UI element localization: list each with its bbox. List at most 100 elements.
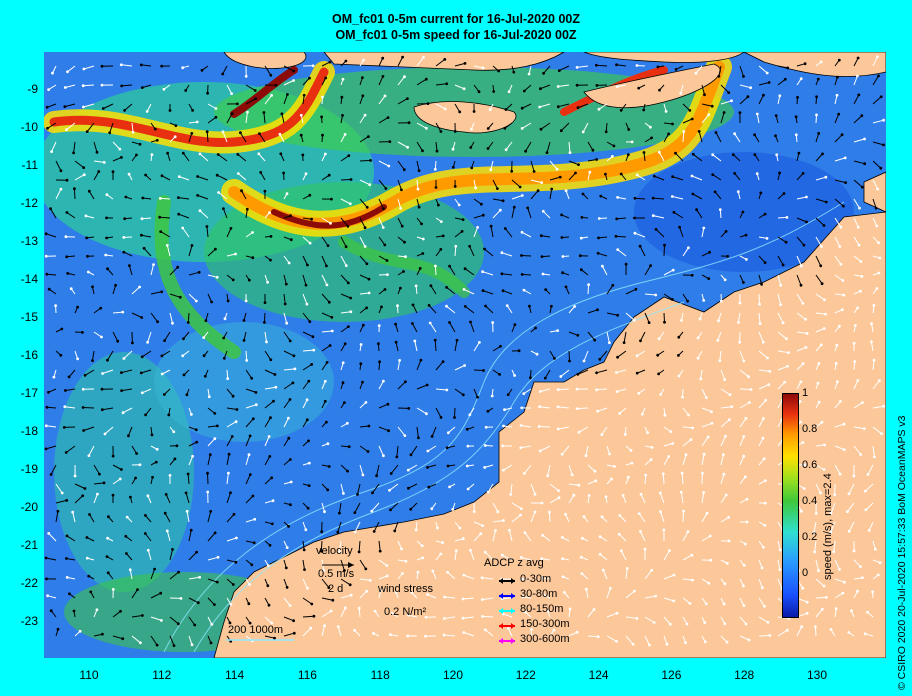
vector-arrow [207, 438, 216, 447]
vector-arrow-head [568, 359, 571, 363]
vector-arrow [682, 554, 693, 561]
vector-arrow [659, 492, 665, 504]
vector-arrow-head [122, 357, 126, 360]
vector-arrow [796, 363, 804, 371]
vector-arrow [617, 84, 627, 88]
vector-arrow [112, 610, 121, 618]
vector-arrow-head [488, 108, 492, 112]
vector-arrow [833, 540, 836, 552]
vector-arrow-head [860, 114, 864, 118]
vector-arrow [796, 331, 808, 334]
vector-arrow-head [407, 407, 411, 410]
vector-arrow [264, 65, 272, 76]
vector-arrow-head [661, 472, 665, 476]
vector-arrow-head [176, 622, 180, 626]
vector-arrow-head [550, 304, 553, 308]
vector-arrow-head [272, 399, 275, 403]
vector-arrow [463, 574, 475, 580]
vector-arrow [446, 305, 456, 314]
vector-arrow-head [411, 322, 414, 325]
vector-arrow [378, 540, 381, 552]
vector-arrow-head [822, 327, 826, 330]
vector-arrow-head [254, 391, 258, 394]
vector-arrow [378, 575, 388, 580]
vector-arrow [758, 635, 770, 637]
vector-arrow [207, 511, 212, 523]
vector-arrow-head [498, 373, 501, 376]
latitude-tick-label: -23 [20, 614, 38, 628]
vector-arrow [338, 502, 342, 514]
vector-arrow [640, 493, 646, 504]
vector-arrow [454, 550, 457, 561]
vector-arrow-head [365, 205, 369, 209]
vector-arrow [74, 483, 86, 489]
vector-arrow-head [753, 133, 756, 137]
vector-arrow [435, 83, 447, 86]
ocean-current-map[interactable] [44, 52, 886, 658]
vector-arrow [606, 312, 618, 316]
vector-arrow [655, 229, 665, 238]
vector-arrow-head [266, 280, 269, 284]
vector-arrow [166, 245, 171, 257]
vector-arrow-head [852, 549, 856, 553]
vector-arrow-head [749, 86, 752, 90]
vector-arrow [539, 406, 551, 409]
vector-arrow-head [656, 353, 660, 357]
vector-arrow [434, 265, 437, 276]
vector-arrow [65, 445, 76, 453]
vector-arrow-head [308, 193, 312, 197]
vector-arrow [340, 311, 351, 314]
vector-arrow [473, 214, 484, 219]
vector-arrow [107, 350, 114, 361]
vector-arrow-head [839, 225, 843, 229]
vector-arrow-head [762, 93, 765, 97]
vector-arrow-head [306, 586, 309, 590]
vector-arrow-head [637, 391, 641, 395]
vector-arrow-head [285, 192, 289, 196]
vector-arrow-head [293, 367, 297, 371]
vector-arrow [548, 512, 551, 523]
vector-arrow [454, 246, 457, 257]
vector-arrow-head [336, 530, 340, 534]
vector-arrow-head [189, 528, 193, 532]
vector-arrow [834, 95, 838, 105]
vector-arrow-head [538, 390, 542, 393]
vector-arrow-head [644, 473, 648, 477]
vector-arrow-head [159, 591, 163, 595]
vector-arrow-head [427, 485, 431, 489]
vector-arrow-head [723, 278, 727, 282]
vector-arrow-head [736, 190, 740, 194]
vector-arrow-head [177, 570, 181, 574]
vector-arrow-head [150, 153, 154, 156]
vector-arrow [88, 190, 95, 200]
vector-arrow-head [560, 213, 563, 217]
vector-arrow [815, 444, 825, 447]
vector-arrow-head [663, 413, 667, 417]
vector-arrow [378, 179, 387, 189]
vector-arrow [606, 588, 611, 599]
vector-arrow [503, 425, 513, 428]
vector-arrow-head [824, 175, 828, 179]
vector-arrow [188, 456, 194, 466]
vector-arrow [446, 287, 456, 295]
vector-arrow [51, 141, 57, 152]
vector-arrow-head [481, 615, 484, 618]
vector-arrow-head [694, 71, 698, 75]
vector-arrow [416, 57, 424, 67]
vector-arrow [188, 245, 193, 257]
vector-arrow-head [431, 569, 435, 573]
vector-arrow-head [111, 170, 115, 174]
vector-arrow-head [835, 93, 839, 97]
vector-arrow [245, 454, 250, 466]
vector-arrow-head [546, 474, 550, 478]
vector-arrow [525, 141, 532, 152]
vector-arrow-head [677, 374, 681, 378]
vector-arrow-head [66, 272, 70, 275]
vector-arrow-head [198, 575, 202, 579]
vector-arrow-head [619, 549, 623, 553]
longitude-tick-label: 116 [297, 668, 317, 682]
vector-arrow [523, 464, 532, 474]
vector-arrow [378, 445, 384, 456]
vector-arrow [587, 480, 596, 485]
vector-arrow [482, 597, 494, 601]
